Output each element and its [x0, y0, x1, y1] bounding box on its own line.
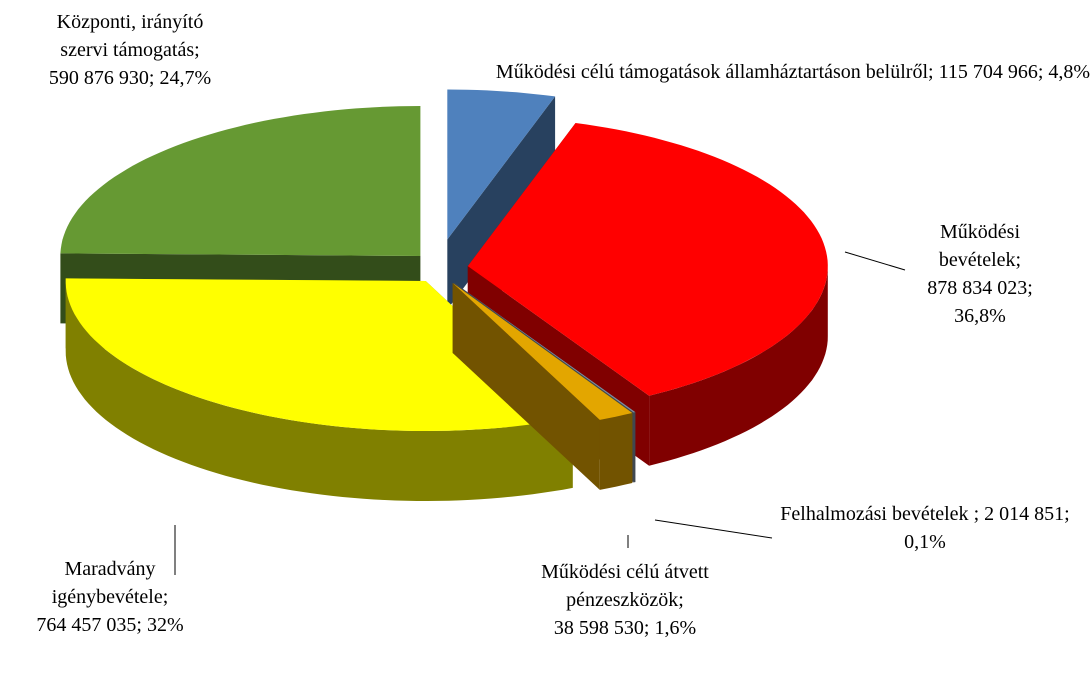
slice-wall	[599, 413, 633, 490]
category-label: Maradvány igénybevétele	[51, 558, 163, 608]
slice-wall	[649, 266, 828, 466]
slice-wall	[633, 412, 636, 483]
percent-label: 24,7%	[159, 67, 212, 89]
percent-label: 36,8%	[954, 305, 1006, 327]
separator: ;	[1015, 249, 1022, 271]
value-label: 878 834 023	[927, 277, 1028, 299]
leader-line	[654, 519, 773, 539]
value-label: 590 876 930	[48, 67, 149, 89]
slice	[454, 282, 636, 413]
slice-side	[447, 96, 556, 310]
separator: ;	[136, 614, 142, 636]
slice	[452, 283, 633, 420]
value-label: 115 704 966	[938, 61, 1038, 83]
separator: ;	[194, 39, 200, 61]
separator: ;	[928, 61, 934, 83]
slices	[60, 89, 828, 501]
data-label: Felhalmozási bevételek ; 2 014 851; 0,1%	[775, 500, 1075, 556]
separator: ;	[1064, 503, 1070, 525]
category-label: Felhalmozási bevételek	[780, 503, 974, 525]
category-label: Működési célú támogatások államháztartás…	[495, 61, 929, 83]
leader-line	[844, 251, 906, 271]
percent-label: 4,8%	[1048, 61, 1091, 83]
separator: ;	[678, 589, 684, 611]
slice	[65, 278, 573, 431]
category-label: Működési célú átvett pénzeszközök	[541, 561, 709, 611]
separator: ;	[973, 503, 980, 525]
value-group: 2 014 851;	[984, 503, 1070, 525]
separator: ;	[148, 67, 155, 89]
value-group: 764 457 035;	[36, 614, 142, 636]
slice-side	[452, 283, 600, 490]
value-group: 878 834 023;	[927, 277, 1033, 299]
percent-label: 32%	[146, 614, 184, 636]
category-label: Központi, irányító szervi támogatás	[56, 11, 204, 61]
value-label: 2 014 851	[984, 503, 1065, 525]
data-label: Maradvány igénybevétele; 764 457 035; 32…	[10, 555, 210, 639]
percent-label: 1,6%	[654, 617, 697, 639]
slice-wall	[65, 281, 573, 501]
slice	[60, 106, 421, 256]
separator: ;	[1037, 61, 1044, 83]
value-group: 38 598 530;	[554, 617, 650, 639]
data-label: Működési bevételek; 878 834 023; 36,8%	[910, 218, 1050, 330]
data-label: Működési célú támogatások államháztartás…	[495, 58, 1091, 86]
slice	[447, 89, 556, 240]
percent-label: 0,1%	[904, 531, 946, 553]
separator: ;	[162, 586, 169, 608]
data-label: Központi, irányító szervi támogatás; 590…	[45, 8, 215, 92]
value-label: 38 598 530	[553, 617, 644, 639]
value-label: 764 457 035	[36, 614, 137, 636]
category-label: Működési bevételek	[938, 221, 1020, 271]
separator: ;	[1027, 277, 1033, 299]
data-label: Működési célú átvett pénzeszközök; 38 59…	[540, 558, 710, 642]
value-group: 590 876 930;	[49, 67, 155, 89]
slice	[467, 123, 828, 396]
separator: ;	[643, 617, 650, 639]
value-group: 115 704 966;	[939, 61, 1044, 83]
